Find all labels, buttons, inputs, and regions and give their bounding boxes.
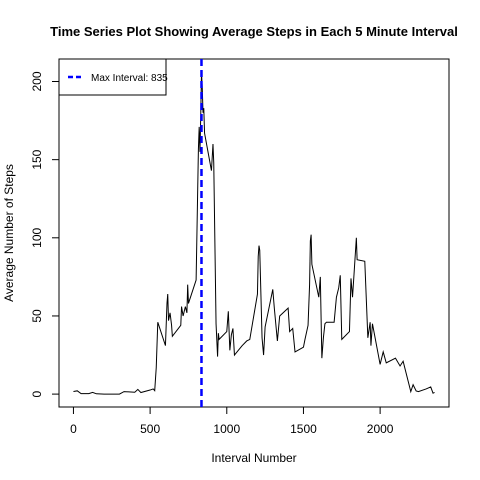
y-tick-label: 100 (30, 227, 44, 247)
x-tick-label: 0 (70, 422, 77, 436)
y-tick-label: 50 (30, 309, 44, 323)
chart-title: Time Series Plot Showing Average Steps i… (50, 24, 458, 39)
y-tick-label: 0 (30, 390, 44, 397)
y-tick-label: 150 (30, 149, 44, 169)
y-tick-label: 200 (30, 71, 44, 91)
x-tick-label: 1000 (213, 422, 240, 436)
data-line (73, 72, 435, 395)
x-tick-label: 500 (140, 422, 160, 436)
y-axis-label: Average Number of Steps (2, 164, 16, 302)
legend-label: Max Interval: 835 (91, 73, 168, 84)
x-axis-label: Interval Number (211, 451, 296, 465)
plot-frame (58, 58, 450, 408)
x-tick-label: 1500 (290, 422, 317, 436)
x-tick-label: 2000 (367, 422, 394, 436)
